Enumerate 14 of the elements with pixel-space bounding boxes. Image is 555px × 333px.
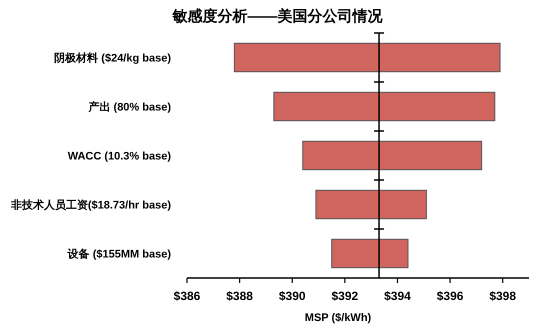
x-tick-label: $388: [226, 289, 254, 303]
x-tick-label: $392: [331, 289, 359, 303]
x-tick-label: $386: [174, 289, 201, 303]
x-tick-label: $394: [384, 289, 412, 303]
y-tick-label: 非技术人员工资($18.73/hr base): [10, 198, 172, 212]
x-tick-label: $396: [436, 289, 464, 303]
x-tick-label: $398: [489, 289, 516, 303]
chart-title: 敏感度分析——美国分公司情况: [172, 7, 384, 25]
y-tick-label: 产出 (80% base): [87, 100, 172, 114]
y-tick-label: 阴极材料 ($24/kg base): [54, 52, 172, 64]
y-tick-label: 设备 ($155MM base): [66, 248, 172, 260]
x-tick-label: $390: [278, 289, 306, 303]
y-tick-label: WACC (10.3% base): [68, 150, 172, 162]
x-axis-title: MSP ($/kWh): [304, 312, 372, 324]
